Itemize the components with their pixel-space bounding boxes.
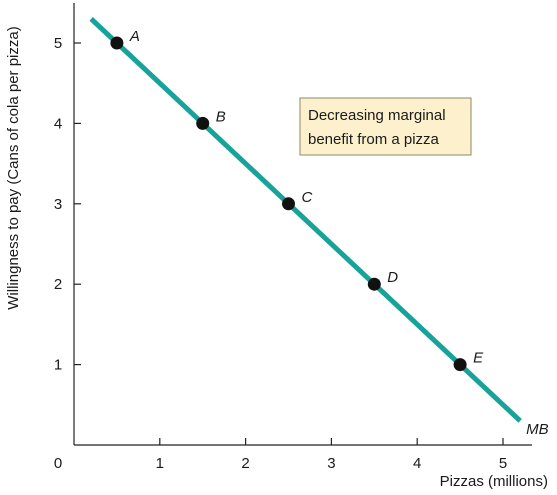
y-axis-title: Willingness to pay (Cans of cola per piz…	[5, 26, 22, 309]
point-a	[110, 36, 124, 50]
point-label-c: C	[302, 189, 313, 206]
point-e	[453, 358, 467, 372]
y-tick-label: 1	[54, 357, 62, 374]
point-c	[282, 197, 295, 211]
point-label-d: D	[387, 269, 398, 286]
point-b	[196, 116, 210, 130]
mb-curve	[89, 17, 522, 423]
annotation-box: Decreasing marginal benefit from a pizza	[299, 97, 472, 156]
mb-curve-label: MB	[526, 421, 549, 438]
y-tick-label: 4	[54, 115, 62, 132]
x-tick-label: 5	[499, 455, 507, 472]
annotation-line-1: Decreasing marginal	[308, 107, 446, 124]
annotation-line-2: benefit from a pizza	[308, 131, 440, 148]
x-ticks: 0 1 2 3 4 5	[54, 438, 507, 472]
y-tick-label: 2	[54, 276, 62, 293]
x-axis-title: Pizzas (millions)	[440, 473, 548, 490]
axes	[73, 3, 532, 446]
point-label-e: E	[473, 350, 484, 367]
x-tick-label: 2	[241, 455, 249, 472]
point-label-b: B	[216, 108, 226, 125]
x-tick-label: 1	[156, 455, 164, 472]
point-label-a: A	[129, 28, 140, 45]
x-tick-label: 0	[54, 455, 62, 472]
y-tick-label: 3	[54, 196, 62, 213]
x-tick-label: 3	[327, 455, 335, 472]
annotation-background	[299, 97, 472, 156]
point-d	[367, 277, 381, 291]
x-tick-label: 4	[413, 455, 421, 472]
y-tick-label: 5	[54, 35, 62, 52]
data-points: A B C D E	[110, 28, 484, 372]
y-ticks: 1 2 3 4 5	[54, 35, 81, 374]
